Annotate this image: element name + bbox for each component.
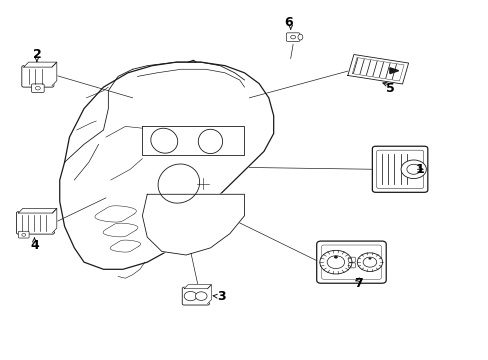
FancyBboxPatch shape	[372, 146, 427, 192]
Polygon shape	[52, 62, 57, 86]
FancyBboxPatch shape	[31, 84, 44, 93]
Text: 1: 1	[414, 163, 423, 176]
Polygon shape	[52, 208, 57, 233]
Text: 2: 2	[32, 49, 41, 62]
Circle shape	[333, 256, 337, 258]
Text: 7: 7	[354, 277, 363, 290]
Circle shape	[319, 250, 351, 274]
Polygon shape	[184, 285, 211, 289]
Circle shape	[357, 253, 382, 271]
Polygon shape	[142, 194, 244, 255]
Polygon shape	[60, 62, 273, 269]
FancyBboxPatch shape	[182, 287, 209, 305]
Polygon shape	[24, 62, 57, 67]
Circle shape	[400, 160, 426, 179]
FancyBboxPatch shape	[19, 231, 29, 238]
Text: 4: 4	[30, 239, 39, 252]
Circle shape	[184, 292, 197, 301]
Polygon shape	[347, 54, 408, 84]
FancyBboxPatch shape	[316, 241, 386, 283]
Circle shape	[195, 292, 206, 300]
Circle shape	[368, 257, 371, 260]
Ellipse shape	[158, 164, 199, 203]
FancyBboxPatch shape	[286, 33, 299, 41]
Ellipse shape	[150, 128, 177, 153]
Polygon shape	[389, 68, 398, 73]
Polygon shape	[207, 285, 211, 303]
Polygon shape	[142, 126, 244, 155]
Text: 6: 6	[284, 15, 292, 28]
Ellipse shape	[198, 129, 222, 154]
FancyBboxPatch shape	[22, 66, 54, 87]
Text: 5: 5	[385, 82, 394, 95]
Polygon shape	[19, 208, 57, 213]
Ellipse shape	[297, 34, 302, 40]
FancyBboxPatch shape	[17, 212, 54, 234]
Text: 3: 3	[216, 289, 225, 303]
